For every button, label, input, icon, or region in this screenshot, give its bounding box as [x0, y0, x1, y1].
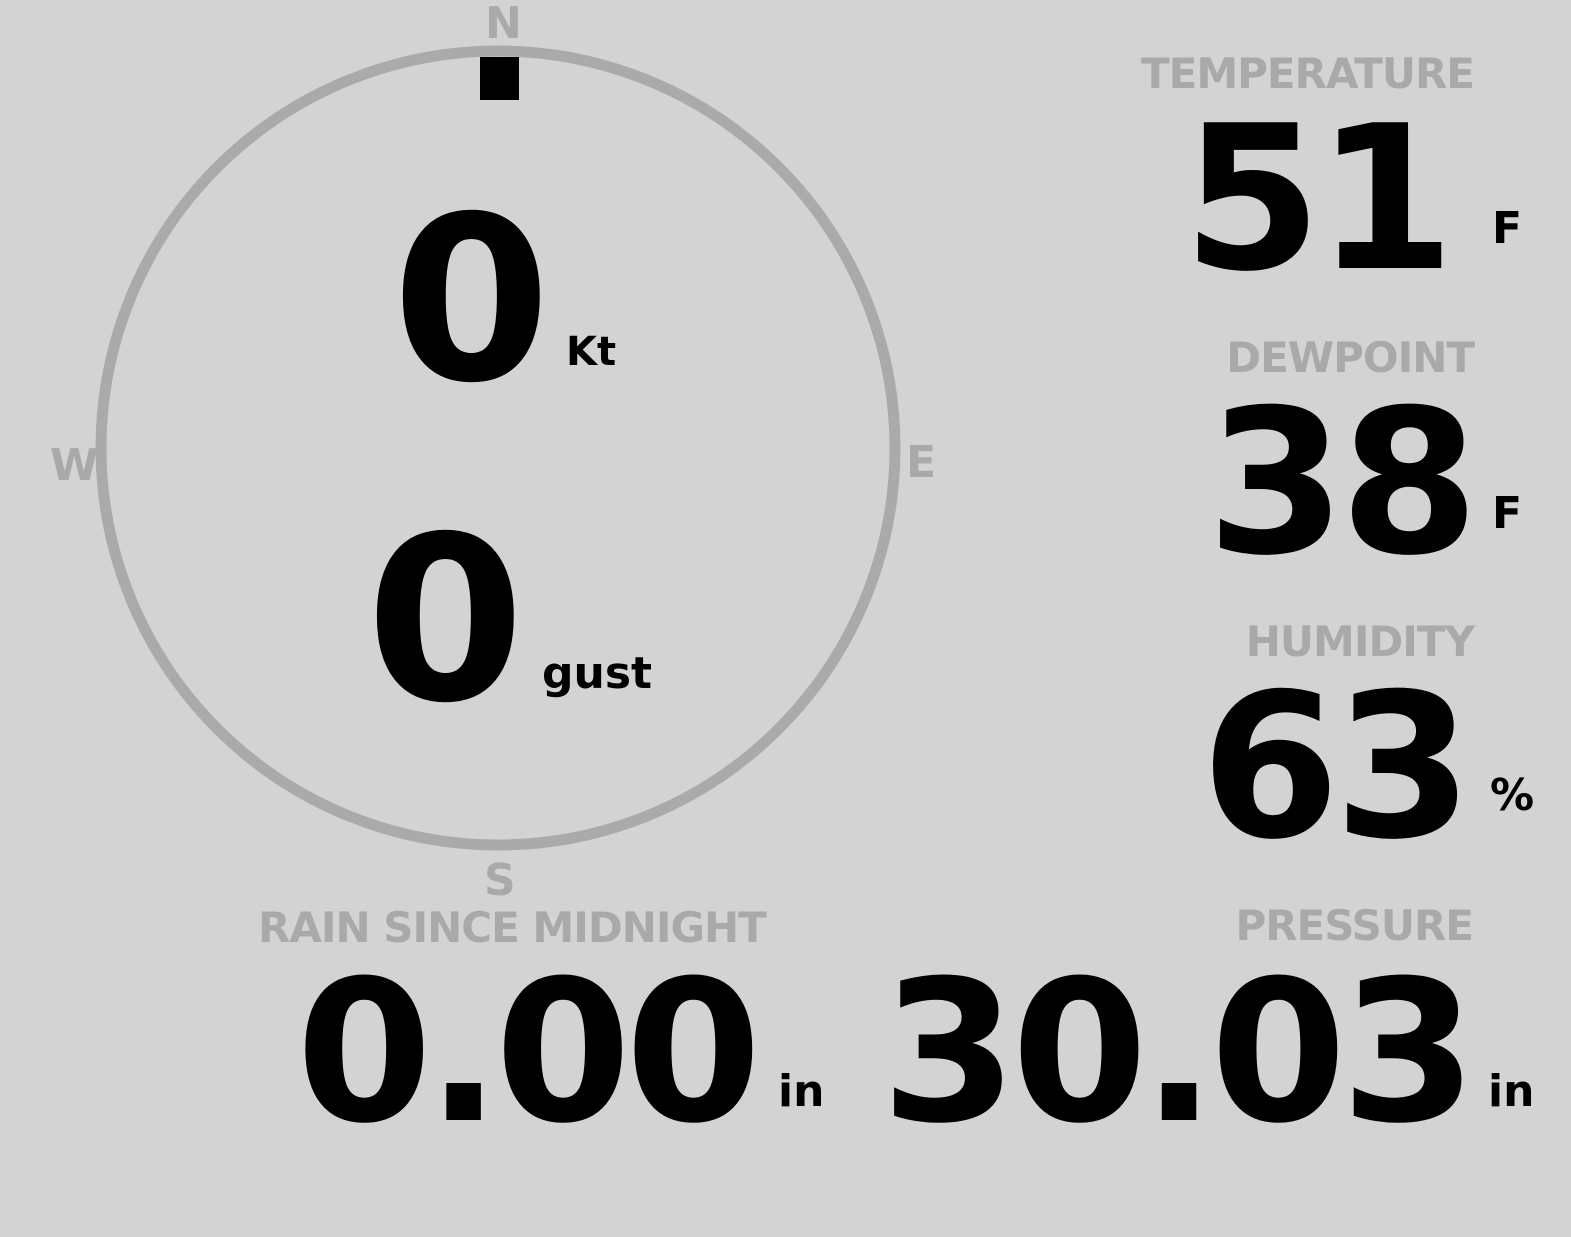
rain-unit: in — [778, 1066, 825, 1117]
rain-value: 0.00 — [296, 939, 762, 1167]
compass-ring — [95, 45, 901, 851]
dewpoint-unit: F — [1492, 488, 1523, 539]
compass-north-label: N — [485, 0, 522, 49]
wind-speed-value: 0 — [392, 167, 551, 433]
wind-gust-unit: gust — [542, 648, 653, 699]
wind-speed-unit: Kt — [566, 329, 617, 375]
compass-east-label: E — [906, 437, 937, 488]
compass-west-label: W — [50, 440, 99, 491]
temperature-value: 51 — [1182, 83, 1455, 316]
rain-label: RAIN SINCE MIDNIGHT — [258, 903, 767, 952]
humidity-value: 63 — [1200, 651, 1473, 884]
pressure-label: PRESSURE — [1235, 901, 1474, 950]
temperature-unit: F — [1492, 203, 1523, 254]
humidity-unit: % — [1490, 770, 1535, 821]
wind-gust-value: 0 — [366, 487, 525, 753]
dewpoint-label: DEWPOINT — [1226, 333, 1475, 382]
compass-south-label: S — [484, 855, 516, 906]
pressure-unit: in — [1488, 1066, 1535, 1117]
pressure-value: 30.03 — [881, 939, 1477, 1167]
wind-direction-marker — [480, 57, 519, 100]
humidity-label: HUMIDITY — [1245, 617, 1475, 666]
dewpoint-value: 38 — [1206, 367, 1479, 600]
temperature-label: TEMPERATURE — [1141, 49, 1475, 98]
